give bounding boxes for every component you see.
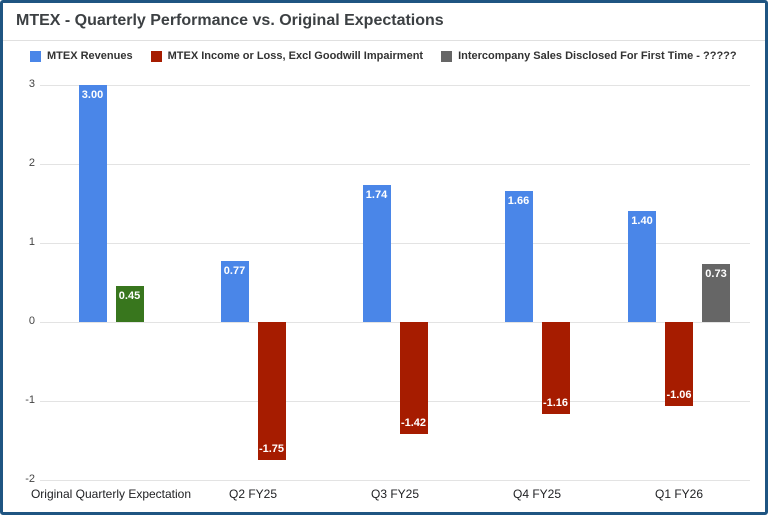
gridline bbox=[40, 243, 750, 244]
bar-data-label: -1.42 bbox=[400, 417, 427, 430]
gridline bbox=[40, 401, 750, 402]
bar-data-label: 0.73 bbox=[705, 268, 727, 281]
bar-series1-cat1 bbox=[78, 85, 107, 322]
legend-item: MTEX Revenues bbox=[30, 50, 133, 62]
bar-data-label: 0.45 bbox=[118, 290, 141, 303]
legend-item: Intercompany Sales Disclosed For First T… bbox=[441, 50, 737, 62]
plot-area: 3 2 1 0 -1 -2 3.00 0.45 0.77 -1.75 1.74 -1.42 1.66 -1… bbox=[25, 78, 750, 485]
bar-series1-cat2 bbox=[220, 261, 249, 322]
x-axis-category-label: Q3 FY25 bbox=[370, 487, 420, 501]
legend-swatch-icon bbox=[441, 50, 453, 62]
y-axis-tick-label: -1 bbox=[25, 394, 35, 406]
x-axis-category-label: Q2 FY25 bbox=[228, 487, 278, 501]
title-divider bbox=[3, 40, 765, 41]
bar-series2-cat4 bbox=[541, 322, 570, 414]
y-axis-tick-label: 0 bbox=[28, 315, 35, 327]
bar-data-label: 0.77 bbox=[223, 265, 246, 278]
gridline bbox=[40, 85, 750, 86]
legend-label: MTEX Revenues bbox=[47, 50, 133, 62]
x-axis-category-label: Q4 FY25 bbox=[512, 487, 562, 501]
y-axis-tick-label: 3 bbox=[28, 78, 35, 90]
bar-data-label: -1.16 bbox=[542, 396, 569, 409]
gridline bbox=[40, 164, 750, 165]
chart-legend: MTEX Revenues MTEX Income or Loss, Excl G… bbox=[30, 50, 737, 62]
gridline bbox=[40, 322, 750, 323]
bar-series1-cat5 bbox=[628, 211, 656, 322]
legend-swatch-icon bbox=[30, 50, 41, 62]
bar-series1-cat3 bbox=[362, 184, 391, 322]
bar-data-label: 1.66 bbox=[507, 194, 530, 207]
bar-series1-cat4 bbox=[504, 190, 533, 322]
bar-series2-cat2 bbox=[257, 322, 286, 461]
bar-series2-cat1 bbox=[115, 286, 144, 322]
y-axis-tick-label: -2 bbox=[25, 473, 35, 485]
y-axis-tick-label: 2 bbox=[28, 157, 35, 169]
legend-swatch-icon bbox=[150, 50, 162, 62]
bar-data-label: 1.74 bbox=[365, 188, 388, 201]
x-axis-labels: Original Quarterly Expectation Q2 FY25 Q3 … bbox=[31, 487, 750, 507]
bar-series2-cat3 bbox=[399, 322, 428, 435]
bar-series2-cat5 bbox=[665, 322, 693, 406]
legend-label: MTEX Income or Loss, Excl Goodwill Impai… bbox=[167, 50, 424, 62]
x-axis-category-label: Q1 FY26 bbox=[654, 487, 704, 501]
bar-data-label: -1.75 bbox=[258, 443, 285, 456]
chart-title: MTEX - Quarterly Performance vs. Origina… bbox=[16, 12, 444, 29]
legend-label: Intercompany Sales Disclosed For First T… bbox=[458, 50, 737, 62]
x-axis-category-label: Original Quarterly Expectation bbox=[30, 487, 192, 501]
y-axis-tick-label: 1 bbox=[28, 236, 35, 248]
bar-series3-cat5 bbox=[702, 264, 730, 322]
bar-data-label: 3.00 bbox=[81, 89, 104, 101]
bar-data-label: 1.40 bbox=[631, 215, 653, 228]
gridline bbox=[40, 480, 750, 481]
legend-item: MTEX Income or Loss, Excl Goodwill Impai… bbox=[150, 50, 424, 62]
bar-data-label: -1.06 bbox=[666, 388, 692, 401]
